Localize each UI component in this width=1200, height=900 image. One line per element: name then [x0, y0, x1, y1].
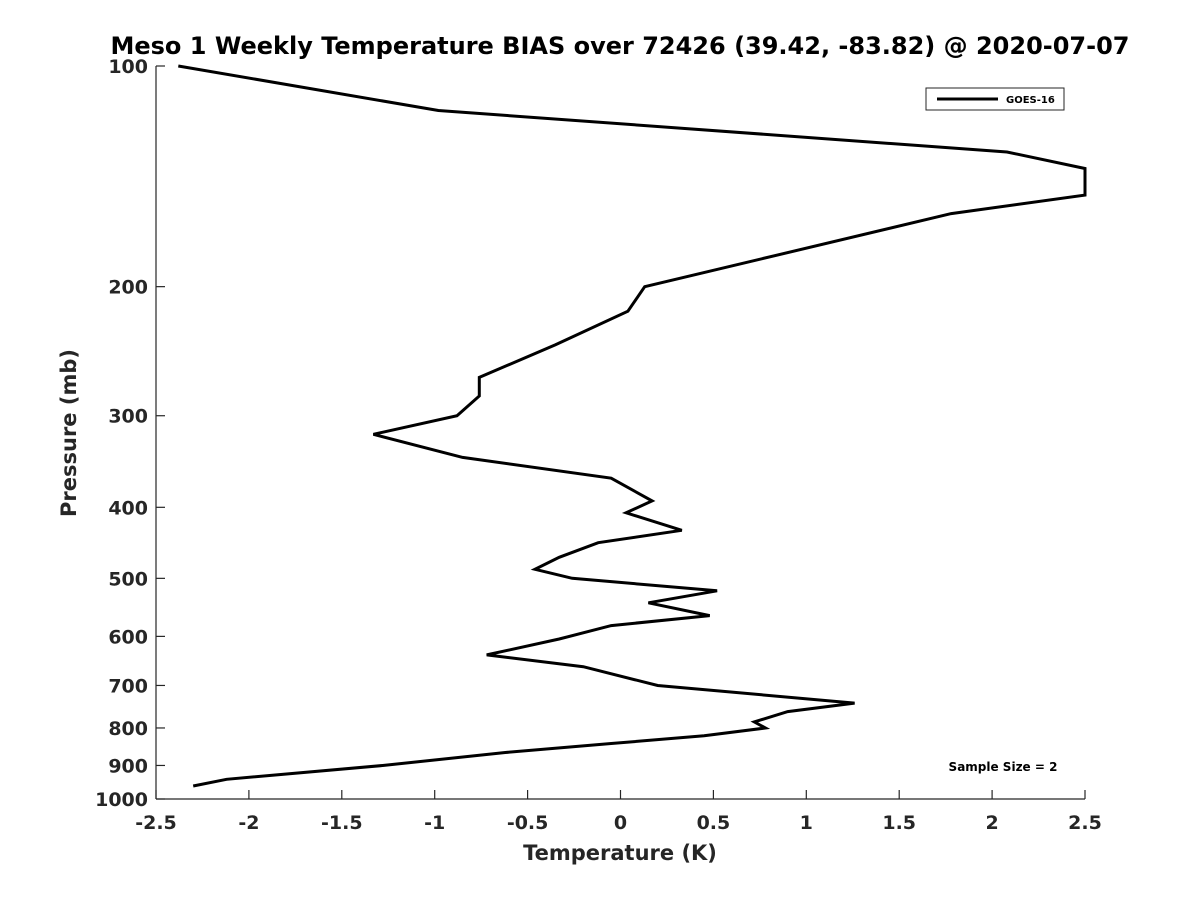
- y-tick-label: 700: [108, 675, 148, 697]
- series-line-goes-16: [178, 64, 1087, 788]
- y-tick-label: 600: [108, 626, 148, 648]
- y-tick-label: 800: [108, 718, 148, 740]
- y-tick-label: 100: [108, 56, 148, 78]
- x-axis-label: Temperature (K): [523, 841, 717, 865]
- x-tick-label: -0.5: [507, 812, 549, 834]
- x-tick-label: 0: [614, 812, 627, 834]
- x-tick-label: -1: [424, 812, 445, 834]
- legend: GOES-16: [925, 87, 1065, 111]
- sample-size-annotation: Sample Size = 2: [949, 760, 1058, 774]
- x-axis-ticks: -2.5 -2 -1.5 -1 -0.5 0 0.5 1 1.5 2 2.5: [135, 790, 1102, 834]
- x-tick-label: 2: [985, 812, 998, 834]
- series-layer: [178, 64, 1087, 788]
- y-tick-label: 200: [108, 277, 148, 299]
- y-tick-label: 1000: [95, 789, 148, 811]
- x-tick-label: 0.5: [697, 812, 731, 834]
- y-tick-label: 900: [108, 755, 148, 777]
- y-tick-label: 500: [108, 568, 148, 590]
- axes: [155, 66, 1085, 800]
- x-tick-label: 1: [800, 812, 813, 834]
- y-axis-label: Pressure (mb): [57, 349, 81, 517]
- x-tick-label: -2: [238, 812, 259, 834]
- x-tick-label: 1.5: [882, 812, 916, 834]
- chart-title: Meso 1 Weekly Temperature BIAS over 7242…: [110, 32, 1129, 60]
- x-tick-label: -2.5: [135, 812, 177, 834]
- y-axis-ticks: 100 200 300 400 500 600 700 800 900 1000: [95, 56, 165, 811]
- legend-label-goes-16: GOES-16: [1006, 95, 1055, 106]
- x-tick-label: 2.5: [1068, 812, 1102, 834]
- x-tick-label: -1.5: [321, 812, 363, 834]
- y-tick-label: 400: [108, 497, 148, 519]
- y-tick-label: 300: [108, 406, 148, 428]
